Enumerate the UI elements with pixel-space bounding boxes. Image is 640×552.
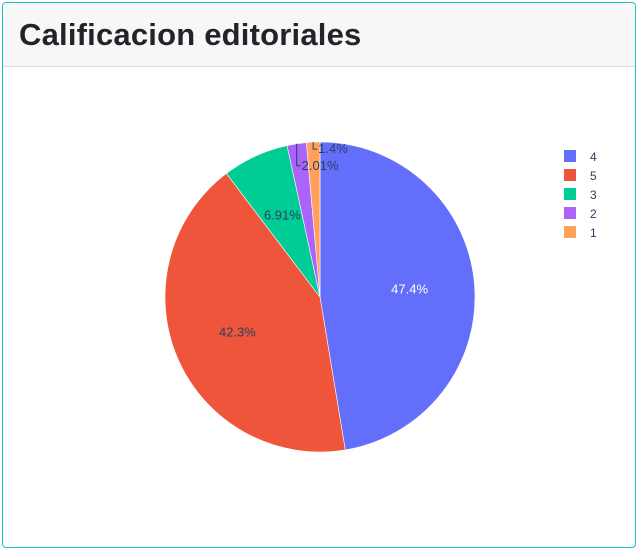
legend-swatch-5: [564, 169, 576, 181]
legend-label-5: 5: [590, 169, 597, 183]
slice-label-1: 1.4%: [318, 141, 348, 156]
legend-label-2: 2: [590, 207, 597, 221]
leader-line-1: [312, 142, 318, 150]
legend-item-1[interactable]: 1: [564, 226, 597, 240]
pie-slice-5[interactable]: [164, 173, 346, 453]
legend-swatch-2: [564, 207, 576, 219]
legend-item-3[interactable]: 3: [564, 188, 597, 202]
slice-label-3: 6.91%: [264, 207, 301, 222]
chart-card: Calificacion editoriales: [2, 2, 636, 548]
pie-slice-1[interactable]: [306, 141, 321, 298]
legend-swatch-3: [564, 188, 576, 200]
slice-label-2: 2.01%: [302, 158, 339, 173]
legend-item-4[interactable]: 4: [564, 150, 597, 164]
legend-label-1: 1: [590, 226, 597, 240]
legend-swatch-4: [564, 150, 576, 162]
page-title: Calificacion editoriales: [19, 16, 362, 52]
legend-label-4: 4: [590, 150, 597, 164]
leader-line-2: [296, 143, 301, 167]
legend-item-2[interactable]: 2: [564, 207, 597, 221]
card-header: Calificacion editoriales: [3, 3, 635, 67]
legend-label-3: 3: [590, 188, 597, 202]
legend-item-5[interactable]: 5: [564, 169, 597, 183]
pie-slice-4[interactable]: [319, 141, 476, 451]
legend-swatch-1: [564, 226, 576, 238]
slice-label-5: 42.3%: [219, 325, 256, 340]
slice-label-4: 47.4%: [391, 282, 428, 297]
